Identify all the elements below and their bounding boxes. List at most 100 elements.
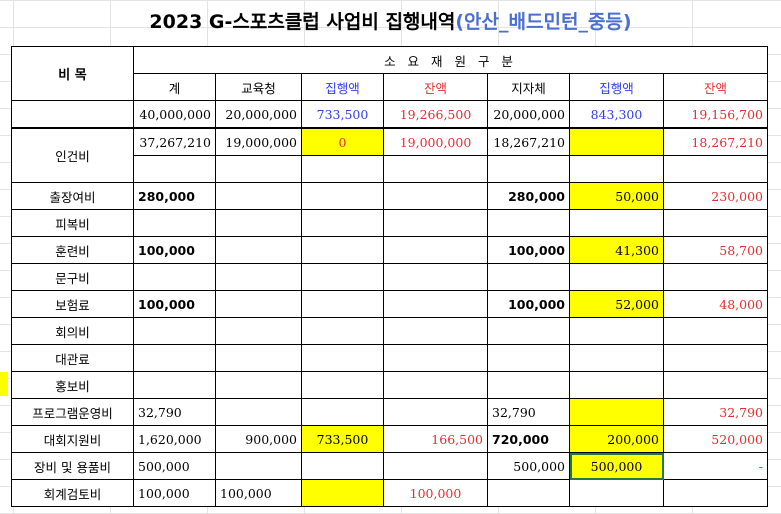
data-cell[interactable] <box>663 371 768 399</box>
header-item-cell[interactable]: 비 목 <box>11 46 134 101</box>
data-cell[interactable] <box>383 182 488 210</box>
data-cell[interactable] <box>383 209 488 237</box>
row-label[interactable]: 회계검토비 <box>11 479 134 507</box>
data-cell[interactable] <box>301 209 384 237</box>
header-col-edu[interactable]: 교육청 <box>215 73 302 101</box>
data-cell[interactable] <box>663 263 768 291</box>
data-cell[interactable] <box>487 317 570 345</box>
data-cell[interactable] <box>569 209 664 237</box>
data-cell[interactable]: 280,000 <box>487 182 570 210</box>
row-label[interactable]: 출장여비 <box>11 182 134 210</box>
data-cell[interactable]: 1,620,000 <box>133 425 216 453</box>
data-cell[interactable] <box>569 317 664 345</box>
data-cell[interactable]: 19,000,000 <box>215 127 302 156</box>
data-cell[interactable] <box>301 155 384 183</box>
data-cell[interactable]: 500,000 <box>133 452 216 480</box>
data-cell[interactable]: 733,500 <box>301 425 384 453</box>
data-cell[interactable]: 500,000 <box>487 452 570 480</box>
data-cell[interactable]: 100,000 <box>133 479 216 507</box>
data-cell[interactable] <box>301 344 384 372</box>
data-cell[interactable] <box>215 371 302 399</box>
data-cell[interactable] <box>487 263 570 291</box>
data-cell[interactable]: 50,000 <box>569 182 664 210</box>
data-cell[interactable] <box>487 209 570 237</box>
data-cell[interactable]: 0 <box>301 127 384 156</box>
data-cell[interactable] <box>569 263 664 291</box>
header-col-local-balance[interactable]: 잔액 <box>663 73 768 101</box>
data-cell[interactable]: 200,000 <box>569 425 664 453</box>
data-cell[interactable]: 100,000 <box>487 236 570 264</box>
data-cell[interactable] <box>383 344 488 372</box>
data-cell[interactable] <box>383 398 488 426</box>
data-cell[interactable] <box>133 155 216 183</box>
data-cell[interactable]: - <box>663 452 768 480</box>
data-cell[interactable]: 19,000,000 <box>383 127 488 156</box>
row-label[interactable]: 훈련비 <box>11 236 134 264</box>
row-label[interactable]: 프로그램운영비 <box>11 398 134 426</box>
data-cell[interactable] <box>301 317 384 345</box>
row-label[interactable]: 인건비 <box>11 127 134 183</box>
data-cell[interactable] <box>569 344 664 372</box>
data-cell[interactable] <box>569 155 664 183</box>
data-cell[interactable] <box>215 209 302 237</box>
data-cell[interactable] <box>663 155 768 183</box>
row-label[interactable]: 홍보비 <box>11 371 134 399</box>
data-cell[interactable] <box>663 344 768 372</box>
total-cell[interactable]: 843,300 <box>569 100 664 129</box>
data-cell[interactable] <box>569 127 664 156</box>
data-cell[interactable]: 166,500 <box>383 425 488 453</box>
data-cell[interactable] <box>301 398 384 426</box>
data-cell[interactable] <box>215 182 302 210</box>
data-cell[interactable] <box>569 479 664 507</box>
data-cell[interactable] <box>215 452 302 480</box>
data-cell[interactable]: 100,000 <box>215 479 302 507</box>
data-cell[interactable] <box>215 398 302 426</box>
total-cell[interactable]: 20,000,000 <box>215 100 302 129</box>
total-cell[interactable]: 19,266,500 <box>383 100 488 129</box>
total-cell[interactable]: 20,000,000 <box>487 100 570 129</box>
row-label[interactable]: 장비 및 용품비 <box>11 452 134 480</box>
data-cell[interactable] <box>487 344 570 372</box>
row-label[interactable]: 보험료 <box>11 290 134 318</box>
data-cell[interactable] <box>663 209 768 237</box>
data-cell[interactable] <box>383 371 488 399</box>
data-cell[interactable]: 230,000 <box>663 182 768 210</box>
data-cell[interactable] <box>215 317 302 345</box>
data-cell[interactable] <box>487 155 570 183</box>
data-cell[interactable] <box>663 479 768 507</box>
data-cell[interactable] <box>569 398 664 426</box>
data-cell[interactable]: 100,000 <box>133 236 216 264</box>
data-cell[interactable] <box>133 371 216 399</box>
data-cell[interactable]: 32,790 <box>663 398 768 426</box>
data-cell[interactable] <box>663 317 768 345</box>
header-col-local-spent[interactable]: 집행액 <box>569 73 664 101</box>
data-cell[interactable]: 100,000 <box>133 290 216 318</box>
data-cell[interactable]: 520,000 <box>663 425 768 453</box>
data-cell[interactable] <box>301 263 384 291</box>
data-cell[interactable]: 280,000 <box>133 182 216 210</box>
row-label[interactable]: 대관료 <box>11 344 134 372</box>
data-cell[interactable] <box>301 290 384 318</box>
data-cell[interactable] <box>215 263 302 291</box>
data-cell[interactable] <box>569 371 664 399</box>
data-cell[interactable] <box>301 236 384 264</box>
data-cell[interactable] <box>301 182 384 210</box>
row-label[interactable]: 피복비 <box>11 209 134 237</box>
data-cell[interactable] <box>215 290 302 318</box>
data-cell[interactable]: 720,000 <box>487 425 570 453</box>
data-cell[interactable]: 41,300 <box>569 236 664 264</box>
header-col-edu-balance[interactable]: 잔액 <box>383 73 488 101</box>
data-cell[interactable] <box>301 371 384 399</box>
header-col-total[interactable]: 계 <box>133 73 216 101</box>
data-cell[interactable] <box>487 371 570 399</box>
data-cell[interactable] <box>133 344 216 372</box>
data-cell[interactable]: 100,000 <box>487 290 570 318</box>
data-cell[interactable] <box>215 236 302 264</box>
total-cell[interactable]: 40,000,000 <box>133 100 216 129</box>
data-cell[interactable] <box>383 452 488 480</box>
data-cell[interactable] <box>487 479 570 507</box>
data-cell[interactable]: 32,790 <box>133 398 216 426</box>
data-cell[interactable]: 100,000 <box>383 479 488 507</box>
row-label[interactable]: 대회지원비 <box>11 425 134 453</box>
data-cell[interactable]: 37,267,210 <box>133 127 216 156</box>
